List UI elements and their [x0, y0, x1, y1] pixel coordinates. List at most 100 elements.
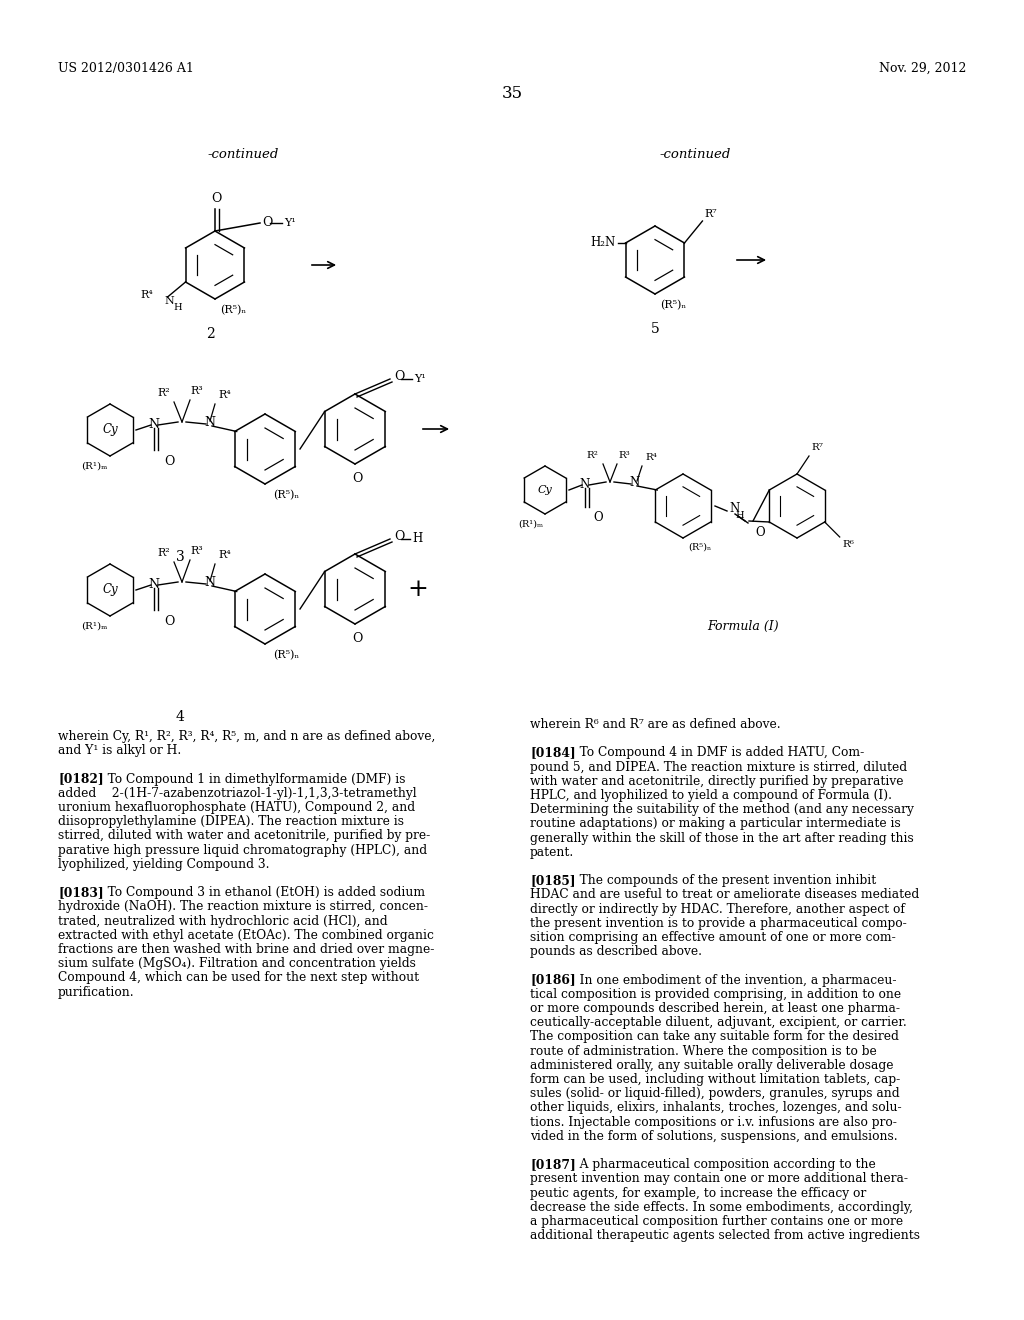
- Text: sium sulfate (MgSO₄). Filtration and concentration yields: sium sulfate (MgSO₄). Filtration and con…: [58, 957, 416, 970]
- Text: -continued: -continued: [659, 148, 731, 161]
- Text: (R⁵)ₙ: (R⁵)ₙ: [273, 490, 299, 500]
- Text: a pharmaceutical composition further contains one or more: a pharmaceutical composition further con…: [530, 1214, 903, 1228]
- Text: 2: 2: [206, 327, 214, 341]
- Text: To Compound 1 in dimethylformamide (DMF) is: To Compound 1 in dimethylformamide (DMF)…: [96, 772, 406, 785]
- Text: fractions are then washed with brine and dried over magne-: fractions are then washed with brine and…: [58, 942, 434, 956]
- Text: other liquids, elixirs, inhalants, troches, lozenges, and solu-: other liquids, elixirs, inhalants, troch…: [530, 1101, 901, 1114]
- Text: R⁴: R⁴: [141, 290, 154, 300]
- Text: uronium hexafluorophosphate (HATU), Compound 2, and: uronium hexafluorophosphate (HATU), Comp…: [58, 801, 415, 814]
- Text: O: O: [262, 216, 272, 230]
- Text: O: O: [394, 531, 404, 544]
- Text: Y¹: Y¹: [414, 374, 426, 384]
- Text: N: N: [580, 479, 590, 491]
- Text: R²: R²: [158, 388, 170, 399]
- Text: R⁷: R⁷: [811, 444, 823, 451]
- Text: tical composition is provided comprising, in addition to one: tical composition is provided comprising…: [530, 987, 901, 1001]
- Text: Formula (I): Formula (I): [708, 620, 779, 634]
- Text: 35: 35: [502, 84, 522, 102]
- Text: R⁷: R⁷: [705, 209, 717, 219]
- Text: R³: R³: [190, 385, 203, 396]
- Text: R⁶: R⁶: [843, 540, 855, 549]
- Text: R⁴: R⁴: [218, 550, 230, 560]
- Text: HDAC and are useful to treat or ameliorate diseases mediated: HDAC and are useful to treat or ameliora…: [530, 888, 920, 902]
- Text: O: O: [164, 615, 174, 628]
- Text: parative high pressure liquid chromatography (HPLC), and: parative high pressure liquid chromatogr…: [58, 843, 427, 857]
- Text: Determining the suitability of the method (and any necessary: Determining the suitability of the metho…: [530, 803, 913, 816]
- Text: stirred, diluted with water and acetonitrile, purified by pre-: stirred, diluted with water and acetonit…: [58, 829, 430, 842]
- Text: hydroxide (NaOH). The reaction mixture is stirred, concen-: hydroxide (NaOH). The reaction mixture i…: [58, 900, 428, 913]
- Text: route of administration. Where the composition is to be: route of administration. Where the compo…: [530, 1044, 877, 1057]
- Text: the present invention is to provide a pharmaceutical compo-: the present invention is to provide a ph…: [530, 917, 906, 929]
- Text: (R¹)ₘ: (R¹)ₘ: [81, 622, 108, 631]
- Text: patent.: patent.: [530, 846, 574, 859]
- Text: [0182]: [0182]: [58, 772, 103, 785]
- Text: 4: 4: [175, 710, 184, 723]
- Text: (R¹)ₘ: (R¹)ₘ: [518, 520, 544, 529]
- Text: administered orally, any suitable orally deliverable dosage: administered orally, any suitable orally…: [530, 1059, 894, 1072]
- Text: N: N: [165, 296, 174, 306]
- Text: Nov. 29, 2012: Nov. 29, 2012: [879, 62, 966, 75]
- Text: To Compound 4 in DMF is added HATU, Com-: To Compound 4 in DMF is added HATU, Com-: [568, 746, 864, 759]
- Text: H: H: [173, 302, 182, 312]
- Text: US 2012/0301426 A1: US 2012/0301426 A1: [58, 62, 194, 75]
- Text: R²: R²: [586, 451, 598, 459]
- Text: The composition can take any suitable form for the desired: The composition can take any suitable fo…: [530, 1031, 899, 1043]
- Text: tions. Injectable compositions or i.v. infusions are also pro-: tions. Injectable compositions or i.v. i…: [530, 1115, 897, 1129]
- Text: vided in the form of solutions, suspensions, and emulsions.: vided in the form of solutions, suspensi…: [530, 1130, 898, 1143]
- Text: ceutically-acceptable diluent, adjuvant, excipient, or carrier.: ceutically-acceptable diluent, adjuvant,…: [530, 1016, 906, 1030]
- Text: N: N: [148, 418, 160, 432]
- Text: N: N: [205, 576, 215, 589]
- Text: sules (solid- or liquid-filled), powders, granules, syrups and: sules (solid- or liquid-filled), powders…: [530, 1088, 900, 1100]
- Text: Compound 4, which can be used for the next step without: Compound 4, which can be used for the ne…: [58, 972, 419, 985]
- Text: (R⁵)ₙ: (R⁵)ₙ: [273, 649, 299, 660]
- Text: [0187]: [0187]: [530, 1158, 575, 1171]
- Text: N: N: [729, 502, 739, 515]
- Text: directly or indirectly by HDAC. Therefore, another aspect of: directly or indirectly by HDAC. Therefor…: [530, 903, 905, 916]
- Text: (R⁵)ₙ: (R⁵)ₙ: [660, 300, 686, 310]
- Text: lyophilized, yielding Compound 3.: lyophilized, yielding Compound 3.: [58, 858, 269, 871]
- Text: O: O: [755, 525, 765, 539]
- Text: pounds as described above.: pounds as described above.: [530, 945, 702, 958]
- Text: [0185]: [0185]: [530, 874, 575, 887]
- Text: HPLC, and lyophilized to yield a compound of Formula (I).: HPLC, and lyophilized to yield a compoun…: [530, 789, 892, 803]
- Text: To Compound 3 in ethanol (EtOH) is added sodium: To Compound 3 in ethanol (EtOH) is added…: [96, 886, 425, 899]
- Text: added    2-(1H-7-azabenzotriazol-1-yl)-1,1,3,3-tetramethyl: added 2-(1H-7-azabenzotriazol-1-yl)-1,1,…: [58, 787, 417, 800]
- Text: or more compounds described herein, at least one pharma-: or more compounds described herein, at l…: [530, 1002, 900, 1015]
- Text: O: O: [394, 371, 404, 384]
- Text: form can be used, including without limitation tablets, cap-: form can be used, including without limi…: [530, 1073, 900, 1086]
- Text: R³: R³: [618, 451, 630, 459]
- Text: (R¹)ₘ: (R¹)ₘ: [81, 462, 108, 471]
- Text: In one embodiment of the invention, a pharmaceu-: In one embodiment of the invention, a ph…: [568, 974, 896, 986]
- Text: The compounds of the present invention inhibit: The compounds of the present invention i…: [568, 874, 877, 887]
- Text: Cy: Cy: [538, 484, 552, 495]
- Text: O: O: [352, 632, 362, 645]
- Text: 5: 5: [650, 322, 659, 337]
- Text: diisopropylethylamine (DIPEA). The reaction mixture is: diisopropylethylamine (DIPEA). The react…: [58, 816, 404, 828]
- Text: additional therapeutic agents selected from active ingredients: additional therapeutic agents selected f…: [530, 1229, 920, 1242]
- Text: generally within the skill of those in the art after reading this: generally within the skill of those in t…: [530, 832, 913, 845]
- Text: routine adaptations) or making a particular intermediate is: routine adaptations) or making a particu…: [530, 817, 901, 830]
- Text: extracted with ethyl acetate (EtOAc). The combined organic: extracted with ethyl acetate (EtOAc). Th…: [58, 929, 434, 941]
- Text: N: N: [148, 578, 160, 591]
- Text: present invention may contain one or more additional thera-: present invention may contain one or mor…: [530, 1172, 908, 1185]
- Text: -continued: -continued: [207, 148, 279, 161]
- Text: [0184]: [0184]: [530, 746, 575, 759]
- Text: wherein R⁶ and R⁷ are as defined above.: wherein R⁶ and R⁷ are as defined above.: [530, 718, 780, 731]
- Text: O: O: [593, 511, 603, 524]
- Text: Cy: Cy: [102, 583, 118, 597]
- Text: (R⁵)ₙ: (R⁵)ₙ: [220, 305, 246, 315]
- Text: N: N: [205, 416, 215, 429]
- Text: R²: R²: [158, 548, 170, 558]
- Text: trated, neutralized with hydrochloric acid (HCl), and: trated, neutralized with hydrochloric ac…: [58, 915, 388, 928]
- Text: A pharmaceutical composition according to the: A pharmaceutical composition according t…: [568, 1158, 876, 1171]
- Text: H₂N: H₂N: [590, 236, 615, 249]
- Text: peutic agents, for example, to increase the efficacy or: peutic agents, for example, to increase …: [530, 1187, 866, 1200]
- Text: sition comprising an effective amount of one or more com-: sition comprising an effective amount of…: [530, 931, 896, 944]
- Text: O: O: [352, 473, 362, 484]
- Text: N: N: [630, 475, 640, 488]
- Text: Y¹: Y¹: [284, 218, 296, 228]
- Text: R⁴: R⁴: [218, 389, 230, 400]
- Text: O: O: [164, 455, 174, 469]
- Text: +: +: [408, 578, 428, 601]
- Text: (R⁵)ₙ: (R⁵)ₙ: [688, 543, 712, 552]
